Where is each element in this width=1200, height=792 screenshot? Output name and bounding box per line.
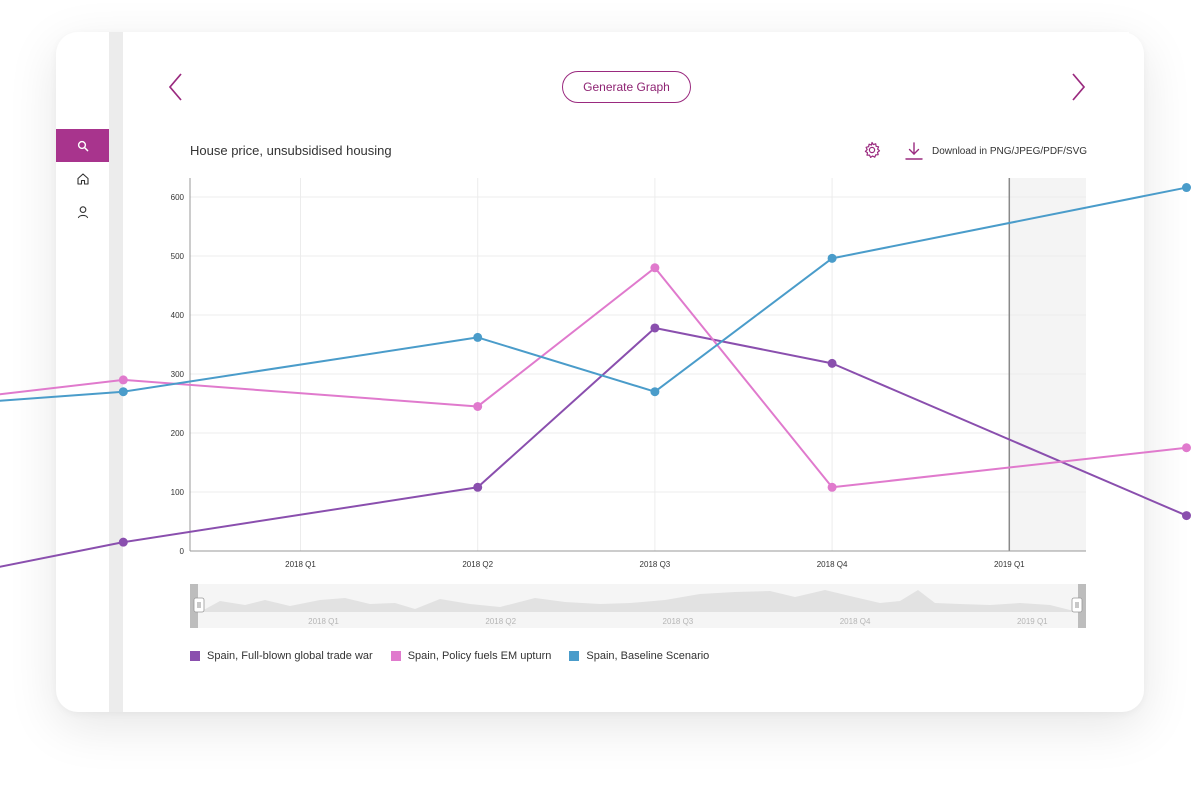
- home-icon: [76, 172, 89, 185]
- x-tick-label: 2019 Q1: [994, 560, 1025, 569]
- next-arrow[interactable]: [1066, 70, 1090, 104]
- navigator-tick-label: 2018 Q3: [663, 617, 694, 626]
- navigator-left-handle[interactable]: [193, 597, 205, 613]
- gear-icon: [864, 141, 881, 158]
- legend-item-trade-war[interactable]: Spain, Full-blown global trade war: [190, 650, 373, 662]
- download-button[interactable]: Download in PNG/JPEG/PDF/SVG: [904, 140, 1087, 162]
- chevron-right-icon: [1072, 73, 1086, 101]
- handle-body: [1071, 597, 1083, 613]
- data-point: [118, 387, 128, 397]
- previous-arrow[interactable]: [166, 70, 190, 104]
- search-icon: [77, 140, 88, 151]
- y-tick-label: 500: [171, 252, 185, 261]
- settings-button[interactable]: [862, 140, 882, 160]
- data-point: [118, 537, 128, 547]
- y-tick-label: 100: [171, 488, 185, 497]
- download-icon: [905, 142, 923, 160]
- y-tick-label: 400: [171, 311, 185, 320]
- data-point: [1182, 183, 1191, 193]
- navigator-series-area: [200, 590, 1078, 612]
- data-point: [650, 263, 660, 273]
- sidebar-item-home[interactable]: [56, 162, 109, 195]
- x-tick-label: 2018 Q1: [285, 560, 316, 569]
- navigator-tick-label: 2019 Q1: [1017, 617, 1048, 626]
- data-point: [827, 253, 837, 263]
- y-tick-label: 0: [180, 547, 185, 556]
- data-point: [650, 323, 660, 333]
- y-tick-label: 300: [171, 370, 185, 379]
- legend-item-em-upturn[interactable]: Spain, Policy fuels EM upturn: [390, 650, 552, 662]
- y-tick-label: 600: [171, 193, 185, 202]
- data-point: [827, 482, 837, 492]
- legend-swatch: [569, 651, 580, 661]
- sidebar-item-search[interactable]: [56, 129, 109, 162]
- navigator-tick-label: 2018 Q2: [485, 617, 516, 626]
- x-tick-label: 2018 Q4: [817, 560, 848, 569]
- navigator-tick-label: 2018 Q1: [308, 617, 339, 626]
- legend-label: Spain, Policy fuels EM upturn: [407, 650, 552, 662]
- data-point: [1182, 511, 1191, 521]
- x-tick-label: 2018 Q3: [640, 560, 671, 569]
- legend-label: Spain, Baseline Scenario: [586, 650, 710, 662]
- legend-swatch: [190, 651, 200, 661]
- series-line: [0, 326, 1187, 568]
- handle-body: [193, 597, 205, 613]
- download-label: Download in PNG/JPEG/PDF/SVG: [932, 145, 1088, 157]
- y-tick-label: 200: [171, 429, 185, 438]
- data-point: [473, 482, 483, 492]
- chevron-left-icon: [168, 73, 182, 101]
- data-point: [473, 332, 483, 342]
- chart-title: House price, unsubsidised housing: [190, 143, 392, 158]
- user-icon: [77, 205, 88, 218]
- data-point: [118, 375, 128, 385]
- navigator-right-handle[interactable]: [1071, 597, 1083, 613]
- series-line: [0, 266, 1187, 489]
- navigator-tick-label: 2018 Q4: [840, 617, 871, 626]
- data-point: [1182, 443, 1191, 453]
- sidebar-item-profile[interactable]: [56, 195, 109, 228]
- series-line: [0, 186, 1187, 402]
- generate-graph-button[interactable]: Generate Graph: [562, 71, 691, 103]
- data-point: [827, 358, 837, 368]
- legend-label: Spain, Full-blown global trade war: [207, 650, 373, 662]
- data-point: [650, 387, 660, 397]
- x-tick-label: 2018 Q2: [462, 560, 493, 569]
- chart-legend: Spain, Full-blown global trade war Spain…: [190, 650, 727, 662]
- legend-item-baseline[interactable]: Spain, Baseline Scenario: [569, 650, 709, 662]
- data-point: [473, 401, 483, 411]
- forecast-region: [1009, 178, 1086, 551]
- legend-swatch: [390, 651, 401, 661]
